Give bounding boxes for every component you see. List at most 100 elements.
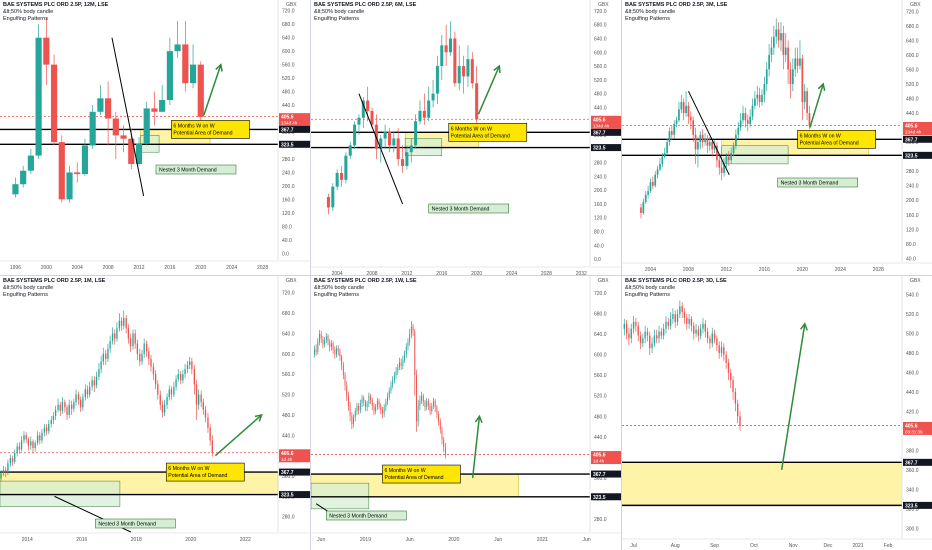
candle[interactable] — [61, 397, 64, 414]
candle[interactable] — [704, 319, 706, 338]
candle[interactable] — [173, 381, 175, 398]
candle[interactable] — [668, 127, 671, 146]
candle[interactable] — [376, 397, 378, 411]
candle[interactable] — [674, 310, 676, 328]
candle[interactable] — [756, 85, 759, 106]
candle[interactable] — [139, 348, 141, 367]
candle[interactable] — [794, 47, 797, 77]
candle[interactable] — [189, 356, 191, 370]
trend-line[interactable] — [111, 37, 145, 197]
candle[interactable] — [414, 114, 418, 149]
candle[interactable] — [383, 403, 385, 418]
candle[interactable] — [435, 55, 439, 104]
candle[interactable] — [457, 45, 461, 91]
candle[interactable] — [129, 333, 132, 352]
candle[interactable] — [692, 116, 695, 143]
candle[interactable] — [416, 370, 417, 432]
projection-arrow[interactable] — [471, 414, 483, 479]
candle[interactable] — [313, 345, 315, 358]
candle[interactable] — [720, 163, 723, 181]
nested-demand-zone[interactable] — [0, 480, 121, 507]
candle[interactable] — [405, 145, 409, 170]
candle[interactable] — [52, 411, 55, 425]
candle[interactable] — [32, 439, 34, 454]
candle[interactable] — [702, 317, 704, 334]
candle[interactable] — [418, 100, 422, 125]
candle[interactable] — [770, 36, 773, 63]
candle[interactable] — [136, 339, 139, 360]
candle[interactable] — [660, 327, 663, 340]
candle[interactable] — [381, 407, 383, 419]
candle[interactable] — [427, 86, 431, 122]
candle[interactable] — [193, 365, 196, 395]
candle[interactable] — [354, 408, 356, 422]
candle[interactable] — [11, 455, 14, 466]
candle[interactable] — [332, 341, 334, 354]
candle[interactable] — [690, 316, 693, 332]
candle[interactable] — [353, 121, 357, 149]
candle[interactable] — [808, 105, 811, 130]
candle[interactable] — [370, 107, 374, 129]
candle[interactable] — [782, 25, 785, 70]
candle[interactable] — [157, 380, 159, 400]
candle[interactable] — [182, 20, 189, 92]
candle[interactable] — [191, 357, 193, 375]
candle[interactable] — [730, 147, 733, 164]
candle[interactable] — [326, 193, 330, 215]
candle[interactable] — [699, 131, 702, 150]
candle[interactable] — [407, 338, 409, 351]
candle[interactable] — [644, 191, 647, 204]
candle[interactable] — [132, 329, 134, 350]
candle[interactable] — [625, 319, 628, 340]
candle[interactable] — [723, 343, 725, 361]
candle[interactable] — [346, 381, 348, 401]
candle[interactable] — [195, 380, 198, 420]
candle[interactable] — [202, 398, 205, 415]
candle[interactable] — [388, 387, 390, 400]
candle[interactable] — [444, 24, 448, 67]
x-axis[interactable]: Jul Aug Sep Oct Nov Dec 2021 Feb — [622, 538, 932, 549]
candle[interactable] — [673, 120, 676, 139]
candle[interactable] — [711, 327, 713, 348]
candle[interactable] — [351, 412, 353, 430]
candle[interactable] — [725, 152, 728, 168]
candle[interactable] — [335, 169, 339, 191]
candle[interactable] — [330, 340, 332, 351]
candle[interactable] — [694, 127, 697, 164]
candle[interactable] — [43, 17, 50, 85]
candle[interactable] — [91, 376, 93, 391]
candle[interactable] — [686, 314, 688, 330]
candle[interactable] — [361, 394, 363, 408]
candle[interactable] — [676, 309, 679, 326]
trend-line[interactable] — [315, 503, 329, 512]
candle[interactable] — [7, 459, 9, 475]
candle[interactable] — [371, 397, 373, 411]
candle[interactable] — [749, 109, 751, 128]
candle[interactable] — [806, 87, 808, 121]
candle[interactable] — [48, 420, 50, 435]
candle[interactable] — [184, 364, 186, 379]
candle[interactable] — [680, 94, 683, 114]
y-axis[interactable]: 280.0320.0360.0400.0440.0480.0520.0560.0… — [277, 276, 295, 532]
candle[interactable] — [716, 335, 718, 352]
candle[interactable] — [763, 76, 766, 103]
candle[interactable] — [642, 333, 644, 348]
candle[interactable] — [735, 129, 737, 150]
chart-panel[interactable]: 6 Months W on W Potential Area of Demand N… — [0, 276, 310, 550]
candle[interactable] — [20, 165, 27, 188]
candle[interactable] — [739, 113, 742, 132]
candle[interactable] — [672, 308, 674, 324]
candle[interactable] — [12, 177, 19, 198]
candle[interactable] — [89, 105, 96, 149]
candle[interactable] — [737, 399, 739, 424]
candle[interactable] — [9, 454, 12, 467]
candle[interactable] — [150, 354, 152, 372]
candle[interactable] — [27, 148, 34, 175]
projection-arrow[interactable] — [809, 82, 826, 128]
candle[interactable] — [166, 393, 168, 409]
candle[interactable] — [630, 323, 632, 344]
candle[interactable] — [653, 329, 656, 348]
candle[interactable] — [669, 312, 672, 330]
candle[interactable] — [82, 393, 84, 411]
